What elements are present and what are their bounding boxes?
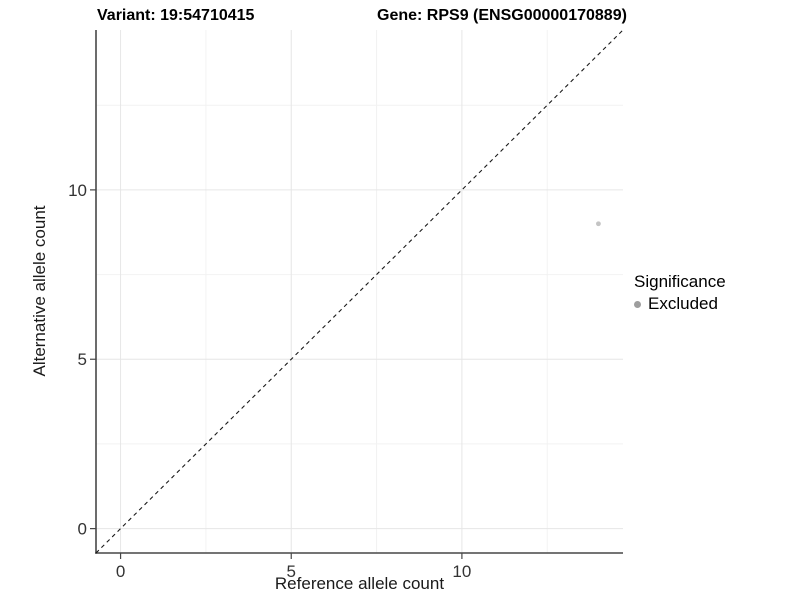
x-tick-label: 0: [116, 562, 125, 581]
x-tick-label: 5: [287, 562, 296, 581]
data-point: [596, 221, 601, 227]
x-tick-label: 10: [452, 562, 471, 581]
x-axis-label: Reference allele count: [274, 574, 445, 593]
legend-point-icon: [634, 300, 641, 308]
legend-title: Significance: [634, 272, 726, 291]
legend: Significance Excluded: [634, 272, 726, 314]
plot-title-gene: Gene: RPS9 (ENSG00000170889): [377, 7, 627, 24]
y-tick-label: 0: [78, 520, 87, 539]
y-tick-label: 5: [78, 350, 87, 369]
plot-title-variant: Variant: 19:54710415: [97, 7, 255, 24]
identity-reference-line: [95, 29, 624, 554]
y-tick-label: 10: [68, 181, 87, 200]
legend-item-excluded: Excluded: [634, 294, 726, 314]
legend-item-label: Excluded: [648, 294, 718, 313]
y-axis-label: Alternative allele count: [30, 205, 49, 377]
